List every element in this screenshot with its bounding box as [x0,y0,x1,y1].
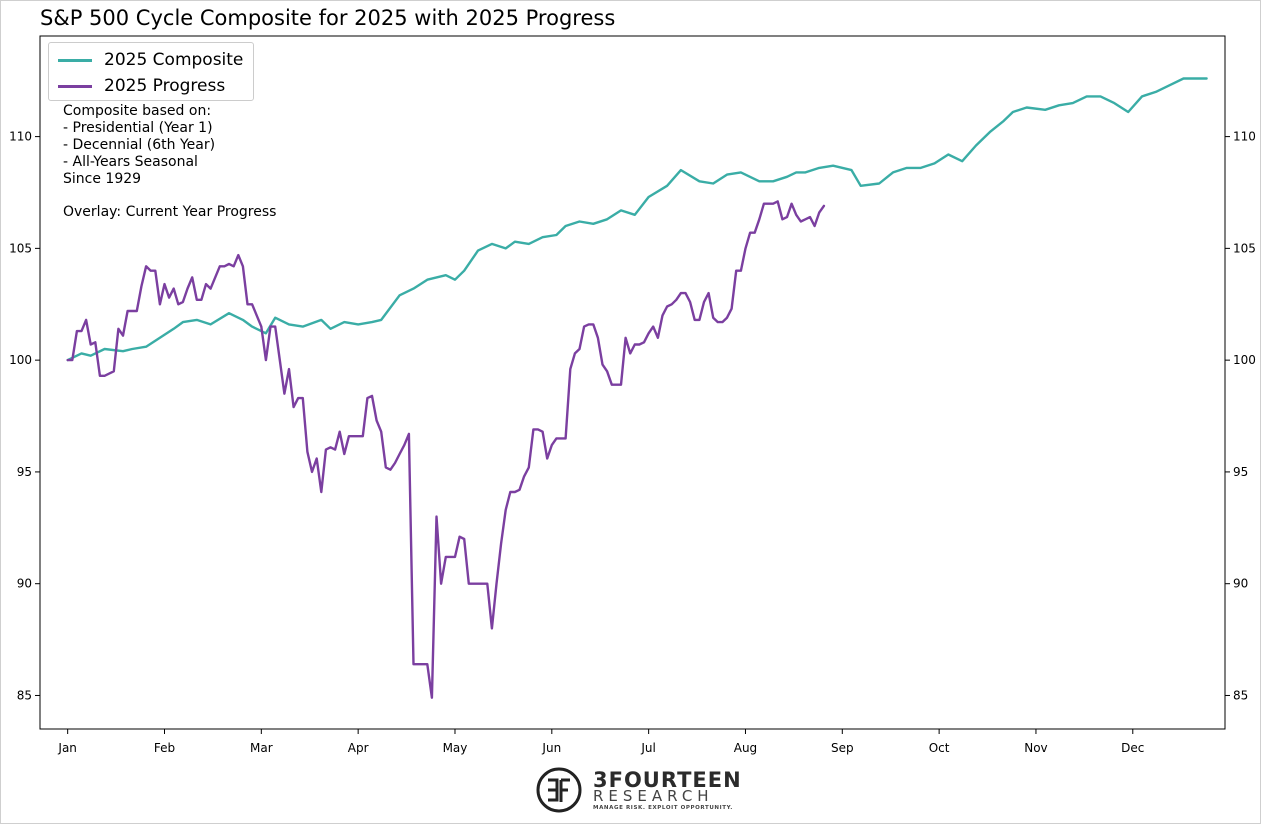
y-axis-left: 85 90 95 100 105 110 [9,130,40,702]
brand-mark-icon [536,767,582,813]
legend-label-progress: 2025 Progress [104,76,226,96]
y-tick-label-right: 105 [1233,241,1256,255]
annotation-line-5: Since 1929 [63,171,142,187]
y-axis-right: 85 90 95 100 105 110 [1225,130,1256,702]
brand-sub: RESEARCH [593,787,714,805]
legend-label-composite: 2025 Composite [104,50,244,70]
x-tick-label: Aug [734,741,757,755]
series-layer [66,77,1208,699]
legend: 2025 Composite 2025 Progress [48,42,254,101]
y-tick-label-left: 90 [17,577,32,591]
x-tick-label: Feb [154,741,175,755]
chart-title: S&P 500 Cycle Composite for 2025 with 20… [40,6,616,30]
legend-item-composite: 2025 Composite [58,49,243,71]
annotation-line-6: Overlay: Current Year Progress [63,204,277,220]
annotation-line-3: - Decennial (6th Year) [63,137,216,153]
x-tick-label: Jun [541,741,561,755]
y-tick-label-right: 85 [1233,688,1248,702]
x-tick-label: Dec [1121,741,1144,755]
y-tick-label-left: 85 [17,688,32,702]
annotation-line-4: - All-Years Seasonal [63,154,198,170]
annotation-line-1: Composite based on: [63,103,212,119]
brand-tagline: MANAGE RISK. EXPLOIT OPPORTUNITY. [593,805,733,811]
legend-item-progress: 2025 Progress [58,75,225,97]
y-tick-label-right: 100 [1233,353,1256,367]
y-tick-label-left: 95 [17,465,32,479]
y-tick-label-right: 110 [1233,130,1256,144]
x-axis: Jan Feb Mar Apr May Jun Jul Aug Sep Oct Nov Dec [57,729,1144,755]
series-line-composite [66,77,1208,362]
annotation-line-2: - Presidential (Year 1) [63,120,213,136]
x-tick-label: Jan [57,741,77,755]
legend-swatch-composite [58,58,92,62]
x-tick-label: Sep [831,741,854,755]
brand-logo: 3FOURTEEN RESEARCH MANAGE RISK. EXPLOIT … [535,766,741,816]
x-tick-label: Jul [640,741,655,755]
y-tick-label-left: 100 [9,353,32,367]
x-tick-label: Nov [1024,741,1047,755]
y-tick-label-left: 110 [9,130,32,144]
y-tick-label-left: 105 [9,241,32,255]
plot-frame [39,35,1226,730]
y-tick-label-right: 95 [1233,465,1248,479]
legend-swatch-progress [58,84,92,88]
series-line-progress [66,200,826,699]
brand-name: 3FOURTEEN [593,768,742,792]
x-tick-label: May [443,741,468,755]
y-tick-label-right: 90 [1233,577,1248,591]
x-tick-label: Oct [929,741,950,755]
x-tick-label: Mar [250,741,273,755]
x-tick-label: Apr [348,741,369,755]
